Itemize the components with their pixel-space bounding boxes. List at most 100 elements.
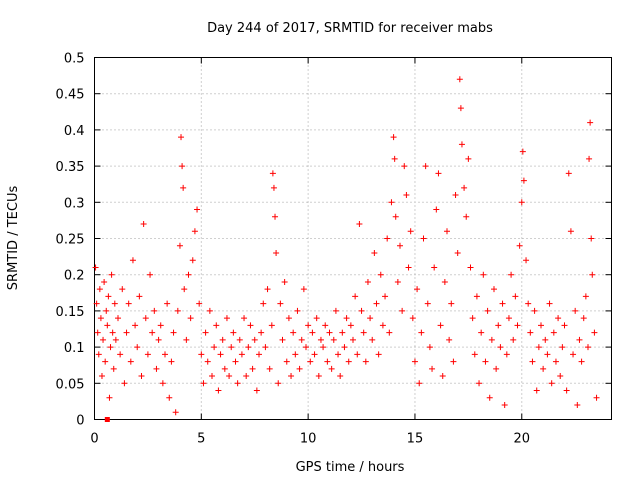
data-point bbox=[463, 213, 470, 220]
data-point bbox=[394, 278, 401, 285]
data-point bbox=[471, 351, 478, 358]
data-point bbox=[452, 192, 459, 199]
data-point bbox=[107, 344, 114, 351]
data-point bbox=[567, 228, 574, 235]
data-point bbox=[429, 365, 436, 372]
data-point bbox=[448, 300, 455, 307]
data-point bbox=[546, 300, 553, 307]
data-point bbox=[106, 394, 113, 401]
data-point bbox=[109, 329, 116, 336]
data-point bbox=[102, 358, 109, 365]
data-point bbox=[93, 300, 100, 307]
y-tick-label: 0.25 bbox=[56, 233, 85, 248]
data-point bbox=[136, 293, 143, 300]
data-point bbox=[347, 322, 354, 329]
data-point bbox=[572, 307, 579, 314]
data-point bbox=[516, 242, 523, 249]
data-point bbox=[223, 315, 230, 322]
data-point bbox=[115, 315, 121, 322]
data-point bbox=[431, 264, 438, 271]
data-point bbox=[514, 322, 521, 329]
data-point bbox=[358, 307, 365, 314]
data-point bbox=[123, 329, 130, 336]
data-point bbox=[533, 387, 540, 394]
data-point bbox=[268, 322, 275, 329]
data-point bbox=[209, 373, 215, 380]
data-point bbox=[350, 336, 356, 343]
data-point bbox=[369, 336, 376, 343]
data-point bbox=[253, 387, 260, 394]
data-point bbox=[298, 336, 305, 343]
data-point bbox=[450, 358, 457, 365]
data-point bbox=[488, 336, 495, 343]
data-point bbox=[391, 155, 398, 162]
y-tick-label: 0.3 bbox=[64, 196, 85, 211]
data-point bbox=[283, 358, 290, 365]
data-point bbox=[273, 249, 280, 256]
data-point bbox=[202, 329, 209, 336]
data-point bbox=[520, 177, 527, 184]
data-point bbox=[591, 329, 598, 336]
data-point bbox=[386, 329, 393, 336]
y-axis-label: SRMTID / TECUs bbox=[6, 186, 21, 291]
data-point bbox=[279, 336, 286, 343]
data-point bbox=[232, 358, 239, 365]
data-point bbox=[557, 373, 564, 380]
data-point bbox=[221, 365, 228, 372]
data-point bbox=[343, 315, 350, 322]
data-point bbox=[270, 184, 277, 191]
data-point bbox=[467, 264, 474, 271]
data-point bbox=[309, 329, 316, 336]
data-points bbox=[92, 76, 600, 422]
data-point bbox=[531, 307, 538, 314]
data-point bbox=[433, 206, 440, 213]
data-point bbox=[332, 307, 339, 314]
chart-title: Day 244 of 2017, SRMTID for receiver mab… bbox=[207, 21, 493, 36]
data-point bbox=[446, 336, 453, 343]
data-point bbox=[228, 344, 235, 351]
data-point bbox=[529, 358, 536, 365]
data-point bbox=[574, 402, 581, 409]
y-tick-label: 0.4 bbox=[64, 124, 85, 139]
y-tick-label: 0.1 bbox=[64, 341, 85, 356]
data-point bbox=[473, 293, 480, 300]
data-point bbox=[373, 300, 380, 307]
data-point bbox=[157, 322, 164, 329]
data-point bbox=[300, 286, 307, 293]
data-point bbox=[401, 163, 408, 170]
data-point bbox=[142, 315, 149, 322]
data-point bbox=[367, 315, 374, 322]
data-point bbox=[101, 278, 108, 285]
data-point bbox=[518, 199, 525, 206]
data-point bbox=[589, 271, 596, 278]
data-point bbox=[249, 365, 256, 372]
data-point bbox=[561, 322, 568, 329]
data-point bbox=[565, 170, 572, 177]
data-point bbox=[189, 257, 196, 264]
data-point bbox=[292, 351, 299, 358]
data-point bbox=[204, 358, 211, 365]
data-point bbox=[375, 351, 382, 358]
data-point bbox=[170, 329, 177, 336]
data-point bbox=[405, 264, 412, 271]
data-point bbox=[465, 155, 472, 162]
data-point bbox=[281, 278, 288, 285]
data-point bbox=[258, 329, 265, 336]
data-point bbox=[326, 329, 333, 336]
plot-frame bbox=[94, 57, 612, 420]
data-point bbox=[540, 365, 547, 372]
data-point bbox=[527, 329, 534, 336]
data-point bbox=[277, 300, 284, 307]
data-point bbox=[484, 307, 491, 314]
data-point bbox=[151, 307, 158, 314]
y-tick-label: 0.5 bbox=[64, 52, 85, 67]
data-point bbox=[538, 322, 544, 329]
data-point bbox=[486, 394, 493, 401]
data-point bbox=[92, 264, 99, 271]
y-tick-label: 0.45 bbox=[56, 88, 85, 103]
ticks: 0 0.05 0.1 0.15 0.2 0.25 0.3 0.35 0.4 0.45 0.5 0 5 10… bbox=[56, 52, 612, 447]
data-point bbox=[183, 336, 190, 343]
data-point bbox=[103, 307, 110, 314]
data-point bbox=[96, 286, 103, 293]
data-point bbox=[105, 293, 112, 300]
